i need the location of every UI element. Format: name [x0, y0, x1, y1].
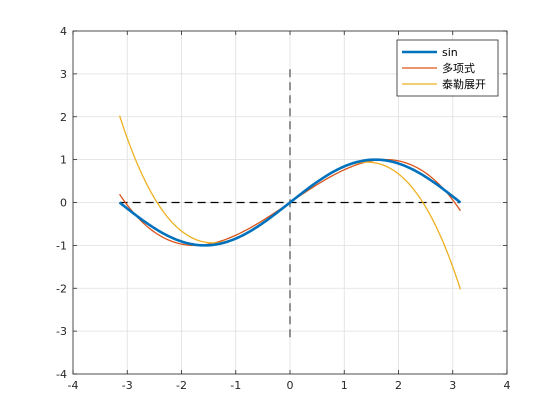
y-tick-label: -4 — [56, 368, 67, 381]
y-tick-label: -1 — [56, 239, 67, 252]
x-tick-label: -3 — [122, 379, 133, 392]
legend-label: 多项式 — [442, 61, 475, 75]
x-tick-label: 3 — [449, 379, 456, 392]
x-tick-label: -4 — [68, 379, 79, 392]
x-tick-label: 0 — [287, 379, 294, 392]
axis-ticks: -4 -3 -2 -1 0 1 2 3 4 -4 -3 -2 -1 0 1 2 3 4 — [56, 25, 510, 392]
y-tick-label: -3 — [56, 325, 67, 338]
x-tick-label: 2 — [395, 379, 402, 392]
x-tick-label: -1 — [230, 379, 241, 392]
x-tick-label: -2 — [176, 379, 187, 392]
legend-label: 泰勒展开 — [442, 77, 486, 91]
y-tick-label: 2 — [60, 111, 67, 124]
x-tick-label: 1 — [341, 379, 348, 392]
series-lines — [118, 115, 462, 290]
legend-label: sin — [442, 46, 458, 59]
y-tick-label: 4 — [60, 25, 67, 38]
y-tick-label: 3 — [60, 68, 67, 81]
y-tick-label: 1 — [60, 154, 67, 167]
x-tick-label: 4 — [504, 379, 511, 392]
y-tick-label: -2 — [56, 282, 67, 295]
series-line-0 — [118, 158, 462, 247]
y-tick-label: 0 — [60, 197, 67, 210]
